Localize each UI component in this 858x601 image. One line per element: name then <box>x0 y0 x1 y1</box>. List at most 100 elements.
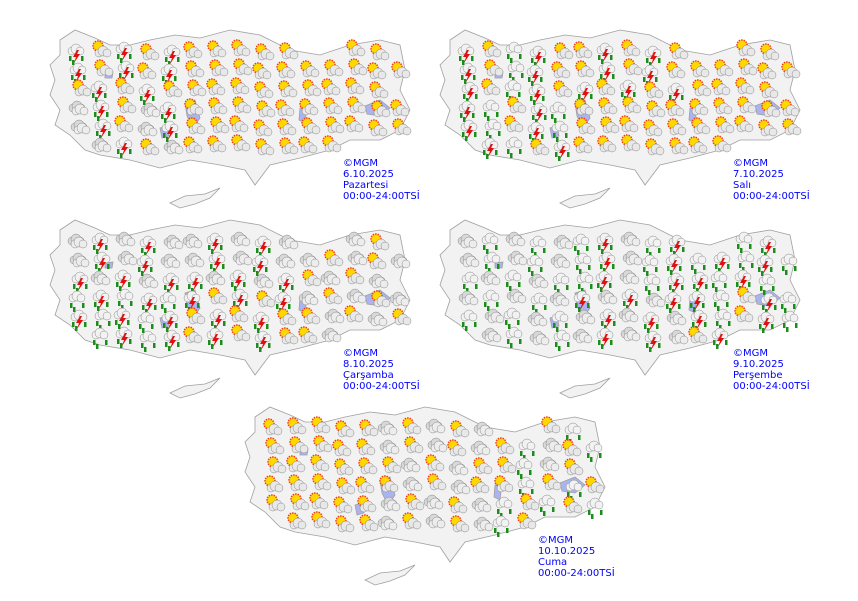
cloud-icon <box>528 273 549 289</box>
forecast-period: 00:00-24:00TSİ <box>538 568 615 579</box>
forecast-map-day-3: ©MGM 8.10.2025 Çarşamba 00:00-24:00TSİ <box>45 218 420 408</box>
rain-icon <box>781 310 799 332</box>
thunderstorm-icon <box>644 330 662 352</box>
thunderstorm-icon <box>460 119 478 141</box>
sun-behind-cloud-icon <box>734 115 754 133</box>
cloud-icon <box>299 252 320 268</box>
cloud-icon <box>470 440 491 456</box>
map-caption: ©MGM 7.10.2025 Salı 00:00-24:00TSİ <box>733 158 810 202</box>
cloud-icon <box>278 234 299 250</box>
sun-behind-cloud-icon <box>335 515 355 533</box>
thunderstorm-icon <box>667 82 685 104</box>
copyright: ©MGM <box>733 158 769 169</box>
thunderstorm-icon <box>208 251 226 273</box>
sun-behind-cloud-icon <box>208 287 228 305</box>
cloud-icon <box>389 291 410 307</box>
rain-icon <box>461 271 479 293</box>
sun-behind-cloud-icon <box>554 42 574 60</box>
sun-behind-cloud-icon <box>371 100 391 118</box>
sun-behind-cloud-icon <box>734 305 754 323</box>
sun-behind-cloud-icon <box>332 439 352 457</box>
sun-behind-cloud-icon <box>324 59 344 77</box>
cloud-icon <box>137 121 158 137</box>
sun-behind-cloud-icon <box>263 418 283 436</box>
map-caption: ©MGM 9.10.2025 Perşembe 00:00-24:00TSİ <box>733 348 810 392</box>
thunderstorm-icon <box>459 62 477 84</box>
thunderstorm-icon <box>140 292 158 314</box>
sun-behind-cloud-icon <box>737 96 757 114</box>
cloud-icon <box>553 234 574 250</box>
thunderstorm-icon <box>641 64 659 86</box>
thunderstorm-icon <box>163 329 181 351</box>
cloud-icon <box>182 233 203 249</box>
thunderstorm-icon <box>595 270 613 292</box>
thunderstorm-icon <box>691 271 709 293</box>
sun-behind-cloud-icon <box>450 515 470 533</box>
sun-behind-cloud-icon <box>494 475 514 493</box>
sun-behind-cloud-icon <box>574 98 594 116</box>
sun-behind-cloud-icon <box>277 118 297 136</box>
turkey-map <box>439 29 802 209</box>
sun-behind-cloud-icon <box>287 417 307 435</box>
cloud-icon <box>506 288 527 304</box>
cyprus-outline <box>559 187 611 209</box>
sun-behind-cloud-icon <box>299 98 319 116</box>
cloud-icon <box>457 233 478 249</box>
sun-behind-cloud-icon <box>392 308 412 326</box>
cloud-icon <box>402 476 423 492</box>
sun-behind-cloud-icon <box>712 135 732 153</box>
sun-behind-cloud-icon <box>300 60 320 78</box>
sun-behind-cloud-icon <box>298 136 318 154</box>
thunderstorm-icon <box>69 62 87 84</box>
sun-behind-cloud-icon <box>688 136 708 154</box>
thunderstorm-icon <box>665 253 683 275</box>
sun-behind-cloud-icon <box>321 78 341 96</box>
thunderstorm-icon <box>599 308 617 330</box>
cloud-icon <box>346 288 367 304</box>
sun-behind-cloud-icon <box>289 436 309 454</box>
rain-icon <box>644 235 662 257</box>
thunderstorm-icon <box>139 235 157 257</box>
sun-behind-cloud-icon <box>711 78 731 96</box>
forecast-day: Salı <box>733 180 752 191</box>
sun-behind-cloud-icon <box>448 496 468 514</box>
sun-behind-cloud-icon <box>265 437 285 455</box>
copyright: ©MGM <box>538 535 574 546</box>
sun-behind-cloud-icon <box>692 79 712 97</box>
cloud-icon <box>377 420 398 436</box>
forecast-period: 00:00-24:00TSİ <box>343 191 420 202</box>
thunderstorm-icon <box>528 83 546 105</box>
rain-icon <box>530 292 548 314</box>
rain-icon <box>572 233 590 255</box>
sun-behind-cloud-icon <box>267 456 287 474</box>
rain-icon <box>780 253 798 275</box>
rain-icon <box>116 288 134 310</box>
sun-behind-cloud-icon <box>391 61 411 79</box>
forecast-day: Pazartesi <box>343 180 389 191</box>
rain-icon <box>689 252 707 274</box>
thunderstorm-icon <box>668 234 686 256</box>
thunderstorm-icon <box>756 254 774 276</box>
thunderstorm-icon <box>117 60 135 82</box>
sun-behind-cloud-icon <box>279 327 299 345</box>
forecast-day: Cuma <box>538 557 568 568</box>
thunderstorm-icon <box>206 327 224 349</box>
sun-behind-cloud-icon <box>619 115 639 133</box>
cloud-icon <box>163 139 184 155</box>
rain-icon <box>735 231 753 253</box>
sun-behind-cloud-icon <box>117 96 137 114</box>
sun-behind-cloud-icon <box>367 252 387 270</box>
sun-behind-cloud-icon <box>585 476 605 494</box>
rain-icon <box>517 476 535 498</box>
sun-behind-cloud-icon <box>715 116 735 134</box>
sun-behind-cloud-icon <box>334 458 354 476</box>
sun-behind-cloud-icon <box>576 117 596 135</box>
cloud-icon <box>597 289 618 305</box>
forecast-date: 9.10.2025 <box>733 359 784 370</box>
sun-behind-cloud-icon <box>311 416 331 434</box>
sun-behind-cloud-icon <box>323 287 343 305</box>
rain-icon <box>137 311 155 333</box>
sun-behind-cloud-icon <box>714 59 734 77</box>
forecast-period: 00:00-24:00TSİ <box>733 381 810 392</box>
cloud-icon <box>668 329 689 345</box>
